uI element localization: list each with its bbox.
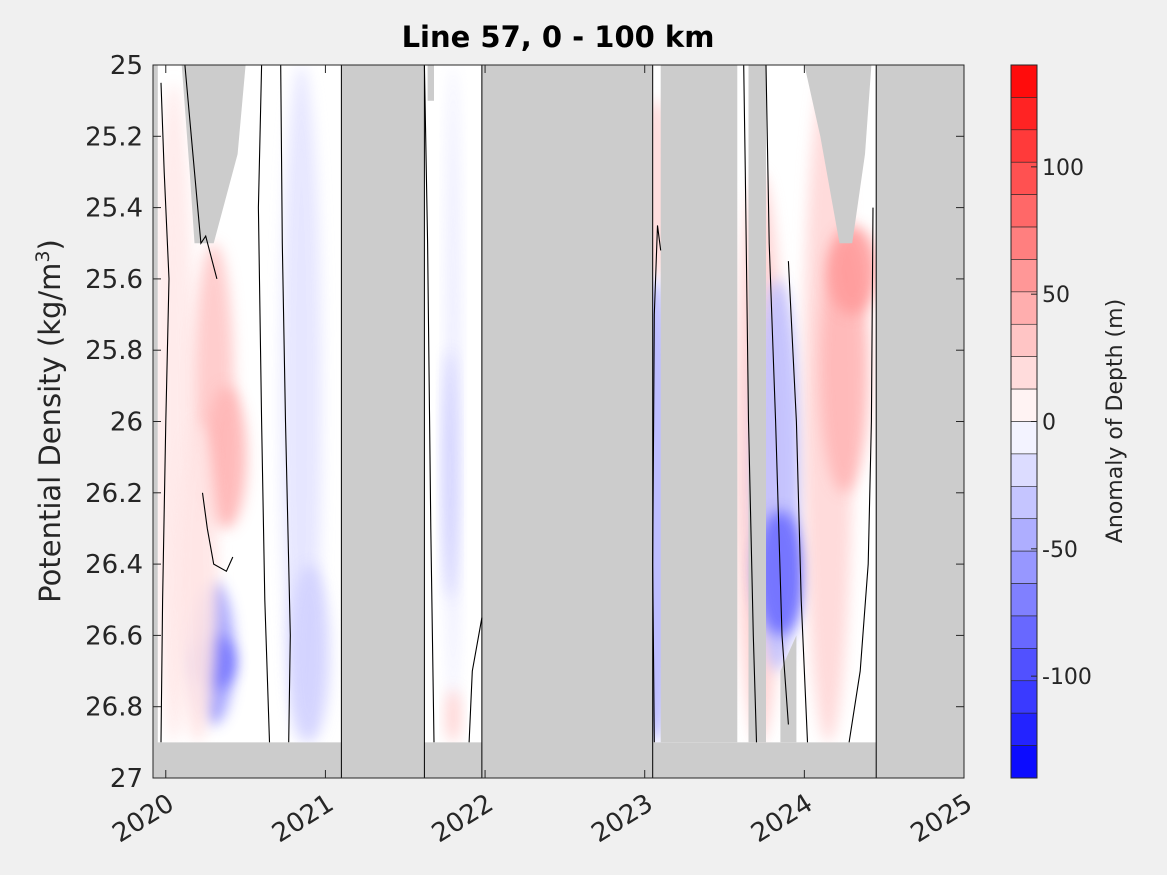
anomaly-patch	[446, 688, 461, 743]
colorbar-cell	[1010, 550, 1038, 584]
zero-contour	[184, 65, 218, 280]
contour-lines	[160, 65, 877, 778]
colorbar-tick-label: 50	[1042, 283, 1070, 308]
colorbar-label: Anomaly of Depth (m)	[1103, 299, 1128, 543]
data-segment	[157, 65, 342, 743]
colorbar-cell	[1010, 129, 1038, 163]
colorbar-cell	[1010, 453, 1038, 487]
colorbar-cell	[1010, 259, 1038, 293]
colorbar-cell	[1010, 745, 1038, 779]
y-axis-label-text: Potential Density (kg/m	[33, 263, 67, 603]
colorbar-cell	[1010, 680, 1038, 714]
colorbar-tick-label: -100	[1042, 665, 1092, 690]
y-tick-label: 26.8	[85, 693, 143, 723]
zero-contour	[423, 65, 435, 743]
anomaly-patch	[177, 421, 218, 743]
x-tick-label: 2020	[107, 788, 179, 849]
colorbar-cell	[1010, 486, 1038, 520]
nodata-gap	[481, 65, 653, 778]
zero-contour	[765, 65, 789, 725]
colorbar-cell	[1010, 97, 1038, 131]
nodata-mask	[427, 65, 434, 101]
colorbar: 100 50 0 -50 -100	[1010, 64, 1092, 779]
colorbar-cell	[1010, 712, 1038, 746]
y-tick-label: 26.6	[85, 621, 143, 651]
x-tick-label: 2023	[586, 788, 658, 849]
data-segments	[157, 65, 964, 778]
y-tick-label: 27	[110, 764, 143, 794]
colorbar-cell	[1010, 583, 1038, 617]
y-axis-label-close: )	[33, 239, 67, 250]
colorbar-cell	[1010, 356, 1038, 390]
chart-title: Line 57, 0 - 100 km	[402, 20, 715, 54]
nodata-gap	[876, 65, 964, 778]
colorbar-cell	[1010, 226, 1038, 260]
y-tick-label: 26.2	[85, 479, 143, 509]
y-tick-label: 25.8	[85, 336, 143, 366]
x-tick-label: 2025	[906, 788, 978, 849]
zero-contour	[468, 617, 483, 743]
zero-contour	[848, 207, 874, 743]
zero-contour	[257, 65, 271, 743]
zero-contour	[160, 82, 170, 743]
colorbar-cell	[1010, 388, 1038, 422]
anomaly-patch	[827, 225, 877, 315]
nodata-mask	[660, 65, 738, 743]
colorbar-tick-label: 100	[1042, 156, 1084, 181]
colorbar-cell	[1010, 518, 1038, 552]
colorbar-cell	[1010, 64, 1038, 98]
colorbar-tick-label: -50	[1042, 538, 1078, 563]
colorbar-cell	[1010, 194, 1038, 228]
x-tick-label: 2021	[267, 788, 339, 849]
zero-contour	[201, 492, 234, 572]
y-tick-label: 26	[110, 408, 143, 438]
y-axis-label: Potential Density (kg/m3)	[32, 239, 67, 603]
x-tick-label: 2022	[427, 788, 499, 849]
anomaly-patch	[289, 564, 330, 743]
colorbar-tick-label: 0	[1042, 411, 1056, 436]
anomaly-patch	[442, 350, 457, 600]
y-axis: 25 25.2 25.4 25.6 25.8 26 26.2 26.4 26.6 26.8 27	[85, 51, 964, 794]
x-tick-label: 2024	[746, 788, 818, 849]
colorbar-cell	[1010, 421, 1038, 455]
colorbar-cell	[1010, 291, 1038, 325]
zero-contour	[652, 225, 662, 743]
plot-area: 25 25.2 25.4 25.6 25.8 26 26.2 26.4 26.6 26.8 27 2…	[85, 51, 978, 849]
nodata-mask	[748, 65, 766, 743]
nodata-mask	[804, 65, 872, 244]
y-axis-label-superscript: 3	[32, 250, 54, 262]
anomaly-patches	[442, 65, 461, 743]
colorbar-cell	[1010, 615, 1038, 649]
y-tick-label: 26.4	[85, 550, 143, 580]
nodata-mask	[181, 65, 246, 244]
zero-contour	[743, 65, 758, 743]
data-segment	[424, 65, 482, 743]
nodata-gap	[341, 65, 425, 778]
y-tick-label: 25.2	[85, 122, 143, 152]
colorbar-cell	[1010, 323, 1038, 357]
y-tick-label: 25	[110, 51, 143, 81]
y-tick-label: 25.6	[85, 265, 143, 295]
y-tick-label: 25.4	[85, 194, 143, 224]
zero-contour	[787, 261, 809, 743]
anomaly-patch	[206, 385, 247, 529]
zero-contour	[280, 65, 291, 743]
anomaly-patches	[157, 65, 330, 743]
